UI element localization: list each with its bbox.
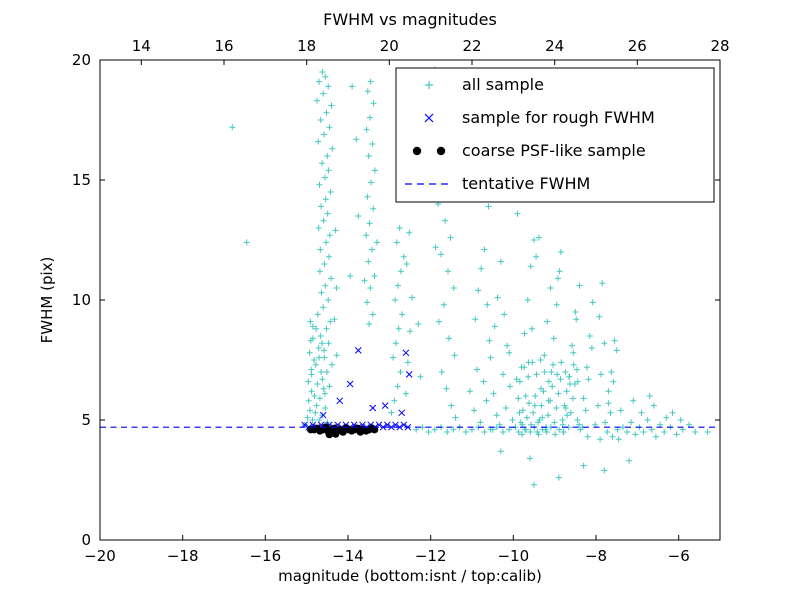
series-all-sample [229, 66, 711, 488]
x-tick-label-bottom: −6 [668, 547, 690, 565]
x-tick-label-top: 16 [214, 37, 233, 55]
chart-title: FWHM vs magnitudes [323, 10, 497, 29]
x-tick-label-top: 26 [628, 37, 647, 55]
y-tick-label: 0 [81, 531, 91, 549]
x-tick-label-top: 24 [545, 37, 564, 55]
axis-ticks: −20 −18 −16 −14 −12 −10 −8 −6 14 16 18 20 22 24 26 28 0 5… [72, 37, 730, 565]
y-axis-label: FWHM (pix) [38, 257, 56, 344]
x-tick-label-bottom: −10 [497, 547, 529, 565]
y-tick-label: 20 [72, 51, 91, 69]
x-tick-label-top: 18 [297, 37, 316, 55]
x-tick-label-bottom: −16 [249, 547, 281, 565]
series-coarse-psf-like-sample [307, 423, 379, 439]
x-tick-label-top: 14 [132, 37, 151, 55]
y-tick-label: 10 [72, 291, 91, 309]
data-point-markers-plus [229, 66, 711, 488]
plot-frame [99, 59, 721, 541]
x-tick-label-bottom: −18 [167, 547, 199, 565]
legend-marker-plus [425, 81, 433, 89]
x-tick-label-bottom: −12 [415, 547, 447, 565]
x-tick-label-top: 22 [462, 37, 481, 55]
y-tick-label: 15 [72, 171, 91, 189]
legend: all sample sample for rough FWHM coarse PS… [395, 67, 715, 203]
x-tick-label-top: 28 [710, 37, 729, 55]
legend-marker-dot [412, 146, 422, 156]
legend-label: tentative FWHM [462, 174, 590, 193]
x-tick-label-top: 20 [380, 37, 399, 55]
x-tick-label-bottom: −20 [84, 547, 116, 565]
data-point-dot [325, 430, 334, 439]
x-tick-label-bottom: −8 [585, 547, 607, 565]
y-tick-label: 5 [81, 411, 91, 429]
legend-label: all sample [462, 75, 544, 94]
data-point-dot [331, 430, 340, 438]
legend-box [395, 67, 715, 203]
x-tick-label-bottom: −14 [332, 547, 364, 565]
legend-label: sample for rough FWHM [462, 108, 655, 127]
legend-marker-x [424, 113, 434, 123]
legend-marker-dot [436, 146, 446, 156]
legend-label: coarse PSF-like sample [462, 141, 646, 160]
x-axis-label: magnitude (bottom:isnt / top:calib) [278, 567, 542, 585]
